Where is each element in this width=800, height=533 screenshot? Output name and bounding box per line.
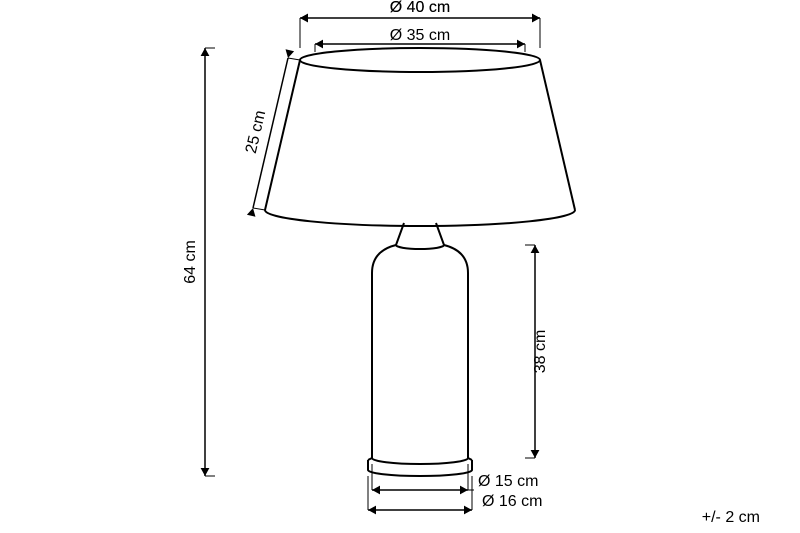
dimension-label: Ø 35 cm <box>390 27 450 44</box>
dimension-label: 38 cm <box>532 330 549 374</box>
dimension-label: 25 cm <box>243 109 269 155</box>
dimension-label: 64 cm <box>182 240 199 284</box>
dimension-label: Ø 16 cm <box>482 493 542 510</box>
lamp-dimension-diagram: Ø 40 cmØ 40 cmØ 35 cm25 cm64 cm38 cmØ 15… <box>0 0 800 533</box>
tolerance-note: +/- 2 cm <box>702 509 760 526</box>
dimension-label: Ø 15 cm <box>478 473 538 490</box>
dimension-label: Ø 40 cm <box>390 0 450 16</box>
